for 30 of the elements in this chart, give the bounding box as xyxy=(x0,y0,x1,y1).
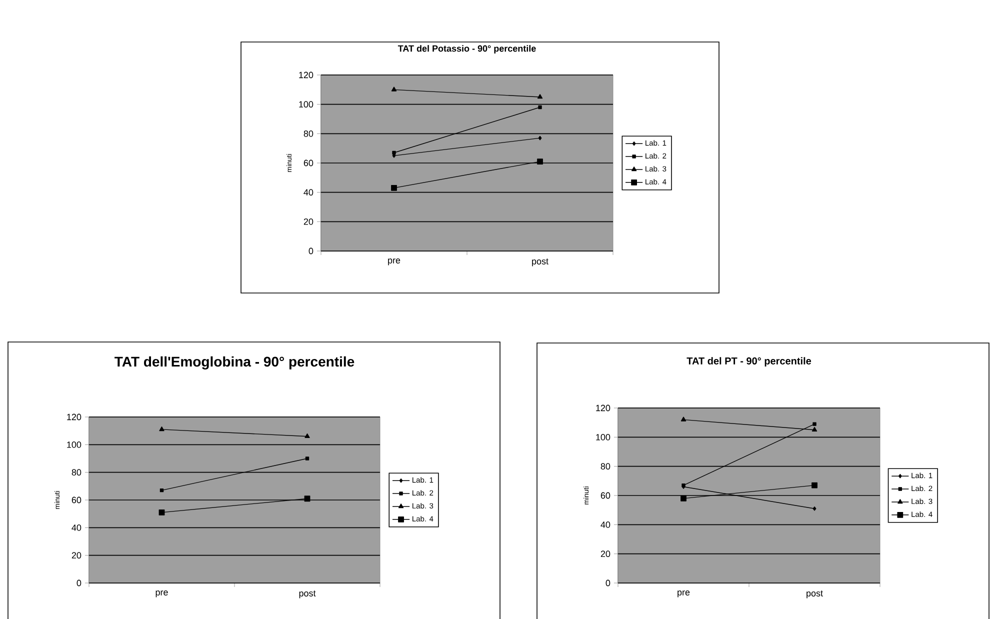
y-tick-label: 60 xyxy=(600,492,610,499)
chart-title: TAT dell'Emoglobina - 90° percentile xyxy=(114,356,354,370)
y-tick-label: 0 xyxy=(606,580,610,586)
y-tick-label: 100 xyxy=(596,434,610,440)
y-tick-label: 60 xyxy=(304,160,314,166)
y-tick-label: 120 xyxy=(299,72,314,78)
y-tick-label: 80 xyxy=(72,469,82,476)
y-tick-label: 120 xyxy=(67,414,82,420)
y-tick-label: 120 xyxy=(596,404,610,412)
y-tick-label: 80 xyxy=(600,463,610,470)
x-tick-label: post xyxy=(299,590,316,598)
y-tick-label: 80 xyxy=(304,130,314,137)
y-tick-label: 20 xyxy=(304,218,314,225)
x-tick-label: post xyxy=(806,590,823,598)
y-tick-label: 0 xyxy=(76,580,82,586)
chart-title: TAT del PT - 90° percentile xyxy=(686,357,812,366)
x-tick-label: pre xyxy=(156,590,168,598)
y-tick-label: 20 xyxy=(72,552,82,559)
y-tick-label: 100 xyxy=(67,441,82,448)
x-tick-label: pre xyxy=(388,258,400,266)
y-tick-label: 60 xyxy=(72,496,82,504)
y-tick-label: 100 xyxy=(299,101,314,108)
y-tick-label: 40 xyxy=(600,521,610,528)
y-tick-label: 40 xyxy=(72,524,82,531)
y-tick-label: 40 xyxy=(304,189,314,196)
x-tick-label: pre xyxy=(678,590,690,598)
y-tick-label: 0 xyxy=(308,248,314,254)
x-tick-label: post xyxy=(532,258,548,266)
y-tick-label: 20 xyxy=(600,550,610,558)
chart-title: TAT del Potassio - 90° percentile xyxy=(398,45,536,54)
